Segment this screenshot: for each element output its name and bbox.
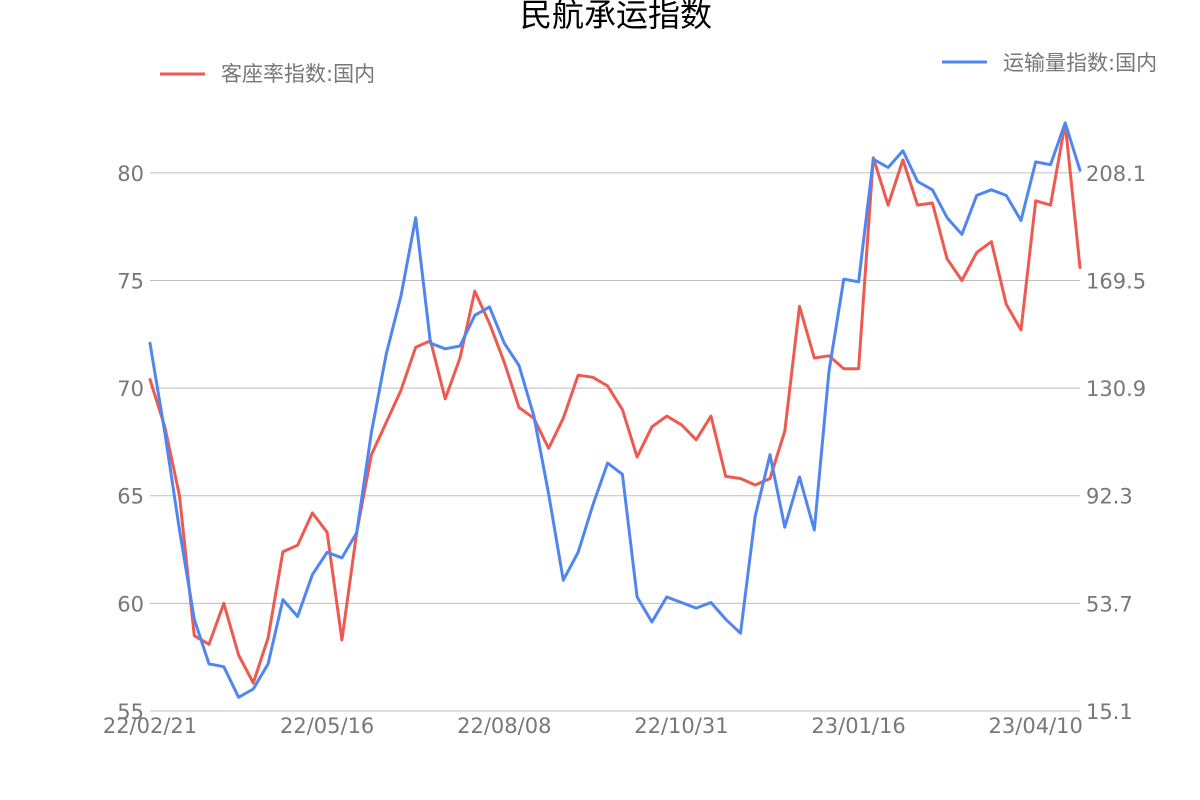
grid [150, 172, 1080, 712]
right-y-tick-label: 15.1 [1086, 700, 1133, 724]
x-tick-label: 22/10/31 [634, 714, 728, 738]
left-y-tick-label: 65 [117, 485, 144, 509]
x-tick-label: 23/04/10 [989, 714, 1083, 738]
legend-right-label: 运输量指数:国内 [1003, 51, 1157, 75]
left-y-tick-label: 70 [117, 377, 144, 401]
series-line-transport-volume [148, 121, 1082, 699]
right-y-axis: 15.1 53.7 92.3 130.9 169.5 208.1 [1086, 162, 1146, 724]
left-y-tick-label: 80 [117, 162, 144, 186]
x-tick-label: 23/01/16 [811, 714, 905, 738]
left-y-tick-label: 60 [117, 592, 144, 616]
x-tick-label: 22/08/08 [457, 714, 551, 738]
left-y-axis: 55 60 65 70 75 80 [117, 162, 144, 724]
right-y-tick-label: 130.9 [1086, 377, 1146, 401]
left-y-tick-label: 55 [117, 700, 144, 724]
x-tick-label: 22/02/21 [103, 714, 197, 738]
right-y-tick-label: 169.5 [1086, 269, 1146, 293]
x-tick-label: 22/05/16 [280, 714, 374, 738]
right-y-tick-label: 92.3 [1086, 485, 1133, 509]
legend-left-series: 客座率指数:国内 [160, 62, 375, 86]
x-axis: 22/02/21 22/05/16 22/08/08 22/10/31 23/01/16… [103, 714, 1083, 738]
left-y-tick-label: 75 [117, 269, 144, 293]
series-line-load-factor [148, 121, 1082, 685]
legend-left-label: 客座率指数:国内 [221, 62, 375, 86]
legend-right-series: 运输量指数:国内 [942, 51, 1157, 75]
right-y-tick-label: 208.1 [1086, 162, 1146, 186]
right-y-tick-label: 53.7 [1086, 592, 1133, 616]
chart-title: 民航承运指数 [520, 0, 712, 34]
series-lines [148, 121, 1082, 699]
